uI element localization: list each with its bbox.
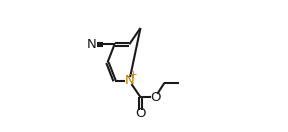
Text: N: N <box>124 74 134 87</box>
Text: O: O <box>135 107 146 120</box>
Text: +: + <box>129 70 137 80</box>
Text: N: N <box>87 38 96 51</box>
Text: O: O <box>150 91 160 104</box>
